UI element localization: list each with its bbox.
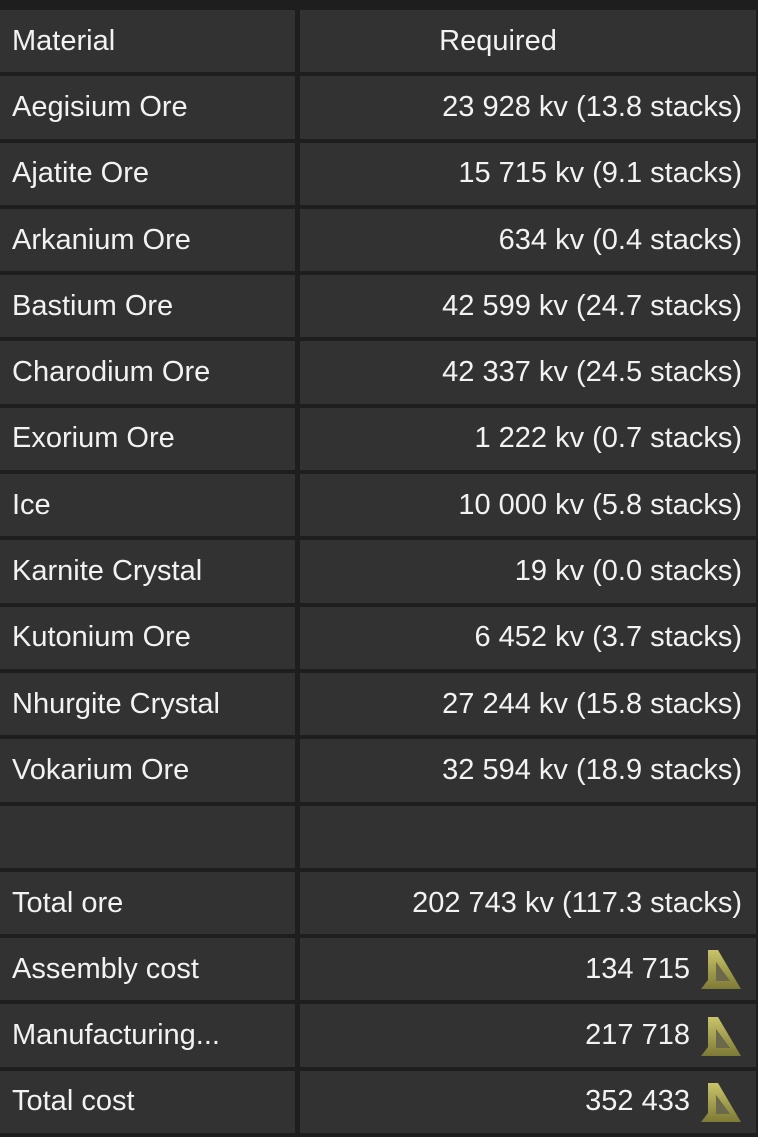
assembly-cost-value: 134 715 <box>585 952 690 985</box>
total-cost-cell: 352 433 <box>300 1070 756 1134</box>
material-name: Ajatite Ore <box>0 142 295 205</box>
material-name: Bastium Ore <box>0 275 295 338</box>
manufacturing-cost-cell: 217 718 <box>300 1004 756 1067</box>
total-cost-label: Total cost <box>0 1070 295 1134</box>
material-name: Arkanium Ore <box>0 208 295 272</box>
material-required: 19 kv (0.0 stacks) <box>300 540 756 603</box>
material-required: 6 452 kv (3.7 stacks) <box>300 606 756 669</box>
material-row: Arkanium Ore 634 kv (0.4 stacks) <box>0 208 758 272</box>
material-required: 10 000 kv (5.8 stacks) <box>300 474 756 537</box>
material-row: Kutonium Ore 6 452 kv (3.7 stacks) <box>0 606 758 669</box>
material-row: Vokarium Ore 32 594 kv (18.9 stacks) <box>0 739 758 802</box>
material-row: Ajatite Ore 15 715 kv (9.1 stacks) <box>0 142 758 205</box>
total-cost-value: 352 433 <box>585 1085 690 1118</box>
assembly-cost-cell: 134 715 <box>300 938 756 1001</box>
header-material[interactable]: Material <box>0 10 295 73</box>
assembly-cost-row: Assembly cost 134 715 <box>0 938 758 1001</box>
blank-row <box>0 805 758 868</box>
material-row: Nhurgite Crystal 27 244 kv (15.8 stacks) <box>0 672 758 736</box>
total-cost-row: Total cost 352 433 <box>0 1070 758 1134</box>
material-row: Charodium Ore 42 337 kv (24.5 stacks) <box>0 341 758 404</box>
material-row: Exorium Ore 1 222 kv (0.7 stacks) <box>0 407 758 471</box>
material-name: Exorium Ore <box>0 407 295 471</box>
total-ore-row: Total ore 202 743 kv (117.3 stacks) <box>0 871 758 935</box>
material-required: 32 594 kv (18.9 stacks) <box>300 739 756 802</box>
material-required: 42 599 kv (24.7 stacks) <box>300 275 756 338</box>
credits-icon <box>700 1081 742 1123</box>
manufacturing-cost-value: 217 718 <box>585 1019 690 1052</box>
material-required: 15 715 kv (9.1 stacks) <box>300 142 756 205</box>
material-required: 23 928 kv (13.8 stacks) <box>300 76 756 139</box>
materials-table: Material Required Aegisium Ore 23 928 kv … <box>0 10 758 1137</box>
material-name: Charodium Ore <box>0 341 295 404</box>
material-name: Nhurgite Crystal <box>0 672 295 736</box>
header-required[interactable]: Required <box>300 10 756 73</box>
material-name: Karnite Crystal <box>0 540 295 603</box>
material-row: Karnite Crystal 19 kv (0.0 stacks) <box>0 540 758 603</box>
manufacturing-cost-label: Manufacturing... <box>0 1004 295 1067</box>
material-required: 27 244 kv (15.8 stacks) <box>300 672 756 736</box>
total-ore-label: Total ore <box>0 871 295 935</box>
material-row: Ice 10 000 kv (5.8 stacks) <box>0 474 758 537</box>
total-ore-value: 202 743 kv (117.3 stacks) <box>300 871 756 935</box>
blank-cell <box>0 805 295 868</box>
material-name: Aegisium Ore <box>0 76 295 139</box>
material-name: Ice <box>0 474 295 537</box>
credits-icon <box>700 948 742 990</box>
material-required: 634 kv (0.4 stacks) <box>300 208 756 272</box>
header-row: Material Required <box>0 10 758 73</box>
material-row: Aegisium Ore 23 928 kv (13.8 stacks) <box>0 76 758 139</box>
material-required: 1 222 kv (0.7 stacks) <box>300 407 756 471</box>
material-row: Bastium Ore 42 599 kv (24.7 stacks) <box>0 275 758 338</box>
manufacturing-cost-row: Manufacturing... 217 718 <box>0 1004 758 1067</box>
blank-cell <box>300 805 756 868</box>
credits-icon <box>700 1015 742 1057</box>
material-required: 42 337 kv (24.5 stacks) <box>300 341 756 404</box>
material-name: Vokarium Ore <box>0 739 295 802</box>
material-name: Kutonium Ore <box>0 606 295 669</box>
assembly-cost-label: Assembly cost <box>0 938 295 1001</box>
